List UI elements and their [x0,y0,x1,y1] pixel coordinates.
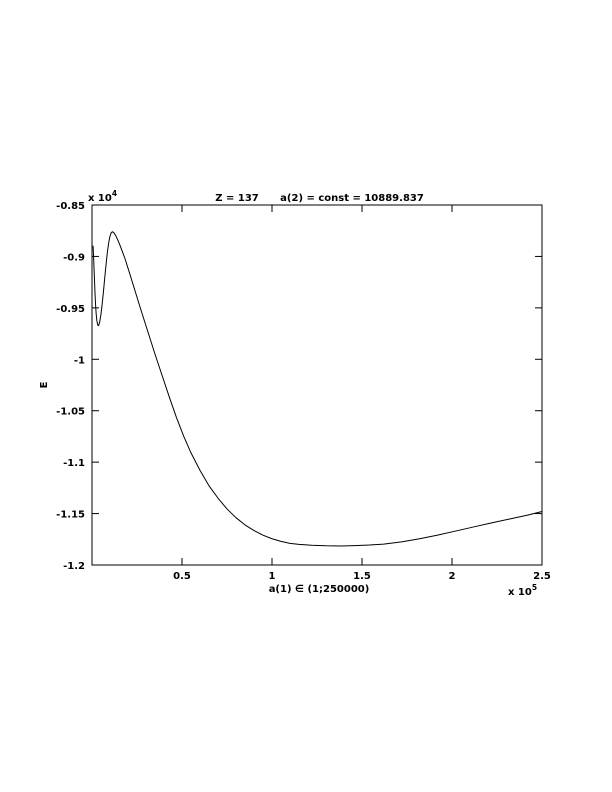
plot-title-z: Z = 137 [215,193,259,204]
y-axis-label: E [39,381,50,388]
plot-frame [91,204,543,566]
x-axis-label: a(1) ∈ (1;250000) [269,584,370,595]
x-tick-label: 0.5 [173,571,191,582]
y-tick-label: -0.95 [56,304,85,315]
y-tick-label: -1.1 [63,458,85,469]
y-tick-label: -1.05 [56,407,85,418]
y-tick-label: -1.2 [63,561,85,572]
y-axis-multiplier: x 104 [88,189,117,204]
y-tick-label: -1 [74,355,85,366]
x-tick-label: 1 [269,571,276,582]
x-tick-label: 2.5 [533,571,551,582]
y-tick-label: -1.15 [56,510,85,521]
y-tick-label: -0.85 [56,201,85,212]
x-tick-label: 1.5 [353,571,371,582]
y-tick-label: -0.9 [63,252,85,263]
data-curve [92,231,543,547]
x-tick-label: 2 [449,571,456,582]
x-axis-multiplier: x 105 [508,583,537,598]
plot-title-a2: a(2) = const = 10889.837 [280,193,424,204]
axes-group: 0.5 1 1.5 2 2.5 -0.85 -0.9 -0.95 -1 -1.05 -1.1 -1.1… [56,201,551,582]
curve-group [92,231,543,547]
